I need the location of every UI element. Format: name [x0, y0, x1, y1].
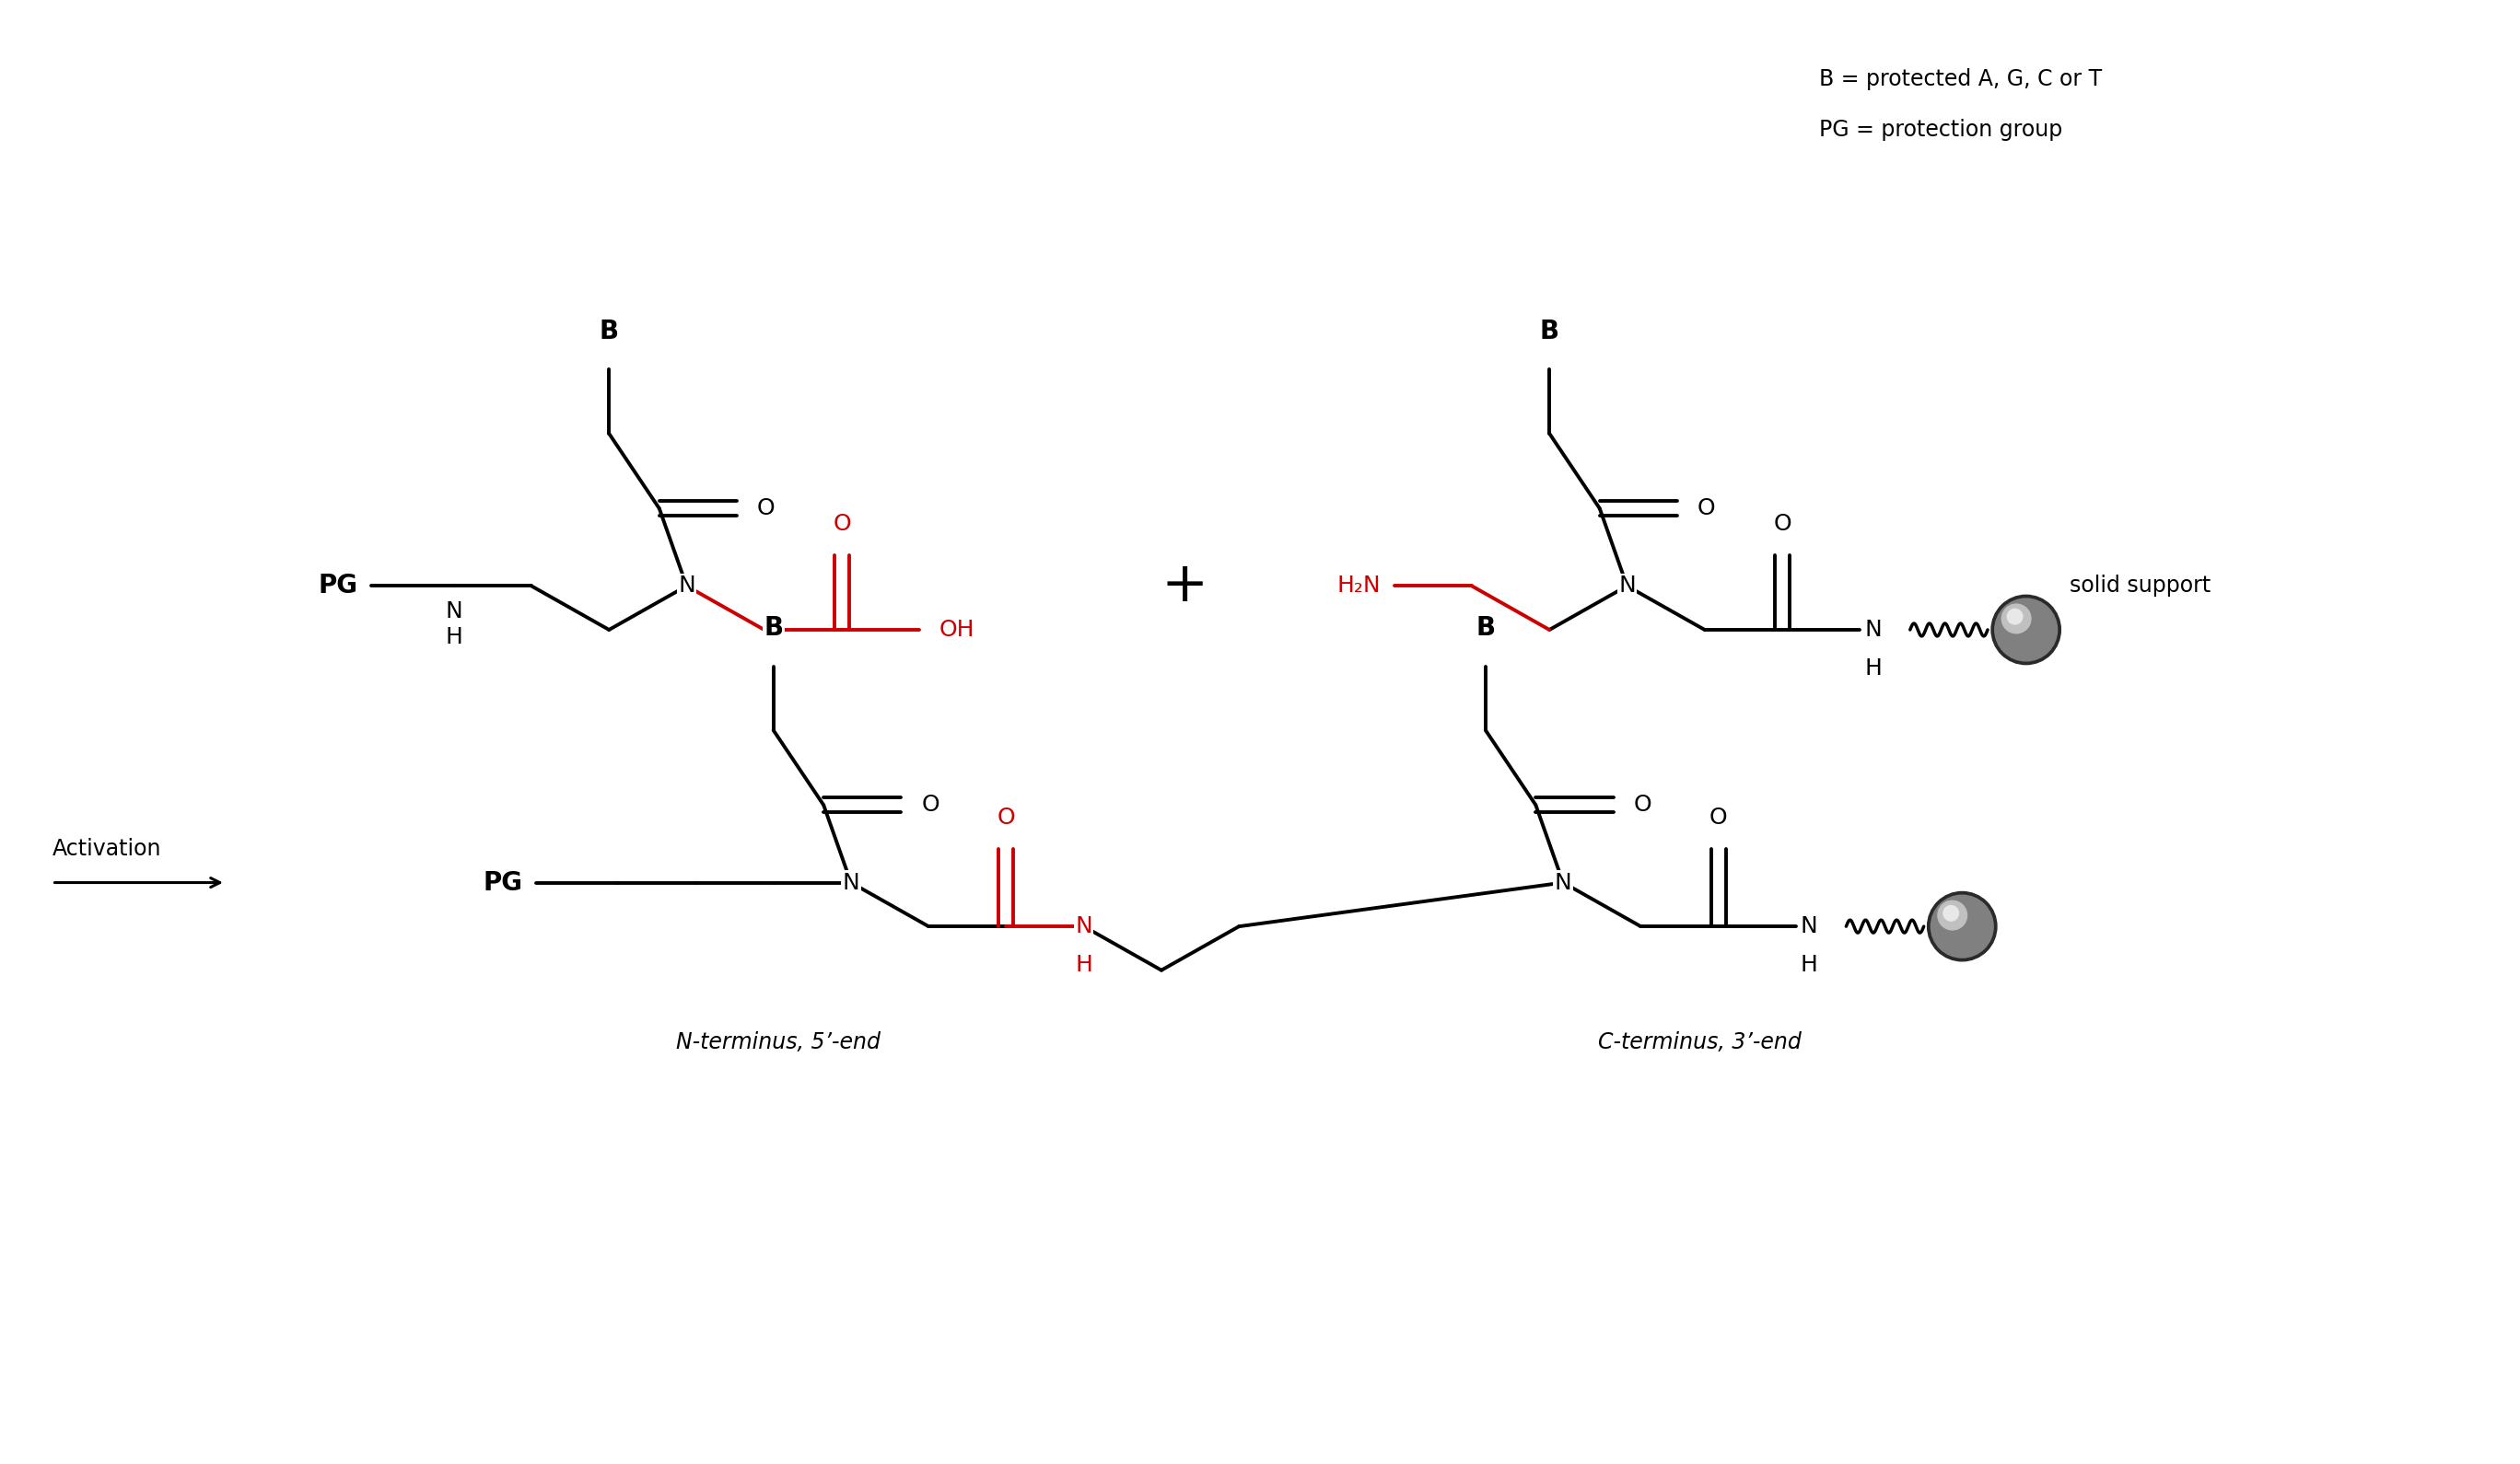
Text: O: O	[1774, 512, 1792, 534]
Circle shape	[1928, 892, 1996, 960]
Text: PG = protection group: PG = protection group	[1819, 119, 2061, 141]
Circle shape	[1930, 895, 1993, 957]
Text: Activation: Activation	[53, 837, 161, 859]
Text: H₂N: H₂N	[1336, 575, 1381, 597]
Text: H: H	[446, 627, 464, 649]
Text: O: O	[756, 498, 776, 520]
Text: O: O	[832, 512, 852, 534]
Text: N: N	[678, 575, 696, 597]
Text: B = protected A, G, C or T: B = protected A, G, C or T	[1819, 69, 2102, 91]
Text: PG: PG	[484, 870, 522, 896]
Text: solid support: solid support	[2069, 575, 2210, 597]
Text: N-terminus, 5’-end: N-terminus, 5’-end	[675, 1031, 879, 1054]
Text: O: O	[1698, 498, 1716, 520]
Circle shape	[2001, 605, 2031, 634]
Text: N: N	[1618, 575, 1635, 597]
Circle shape	[2008, 609, 2024, 624]
Text: H: H	[1076, 953, 1094, 976]
Text: O: O	[998, 807, 1016, 829]
Circle shape	[1991, 594, 2061, 665]
Text: H: H	[1865, 657, 1882, 679]
Text: N: N	[1555, 871, 1572, 893]
Text: N: N	[446, 600, 464, 622]
Text: C-terminus, 3’-end: C-terminus, 3’-end	[1598, 1031, 1802, 1054]
Circle shape	[1938, 900, 1968, 930]
Circle shape	[1943, 906, 1958, 921]
Text: PG: PG	[318, 572, 358, 599]
Text: O: O	[1633, 793, 1651, 815]
Text: B: B	[1477, 615, 1494, 641]
Text: OH: OH	[940, 619, 975, 641]
Text: N: N	[1865, 619, 1882, 641]
Text: O: O	[922, 793, 940, 815]
Circle shape	[1996, 599, 2056, 660]
Text: H: H	[1799, 953, 1817, 976]
Text: N: N	[1799, 915, 1817, 937]
Text: B: B	[1540, 318, 1560, 344]
Text: N: N	[1076, 915, 1094, 937]
Text: B: B	[600, 318, 620, 344]
Text: O: O	[1709, 807, 1726, 829]
Text: N: N	[842, 871, 859, 893]
Text: +: +	[1162, 559, 1207, 613]
Text: B: B	[764, 615, 784, 641]
